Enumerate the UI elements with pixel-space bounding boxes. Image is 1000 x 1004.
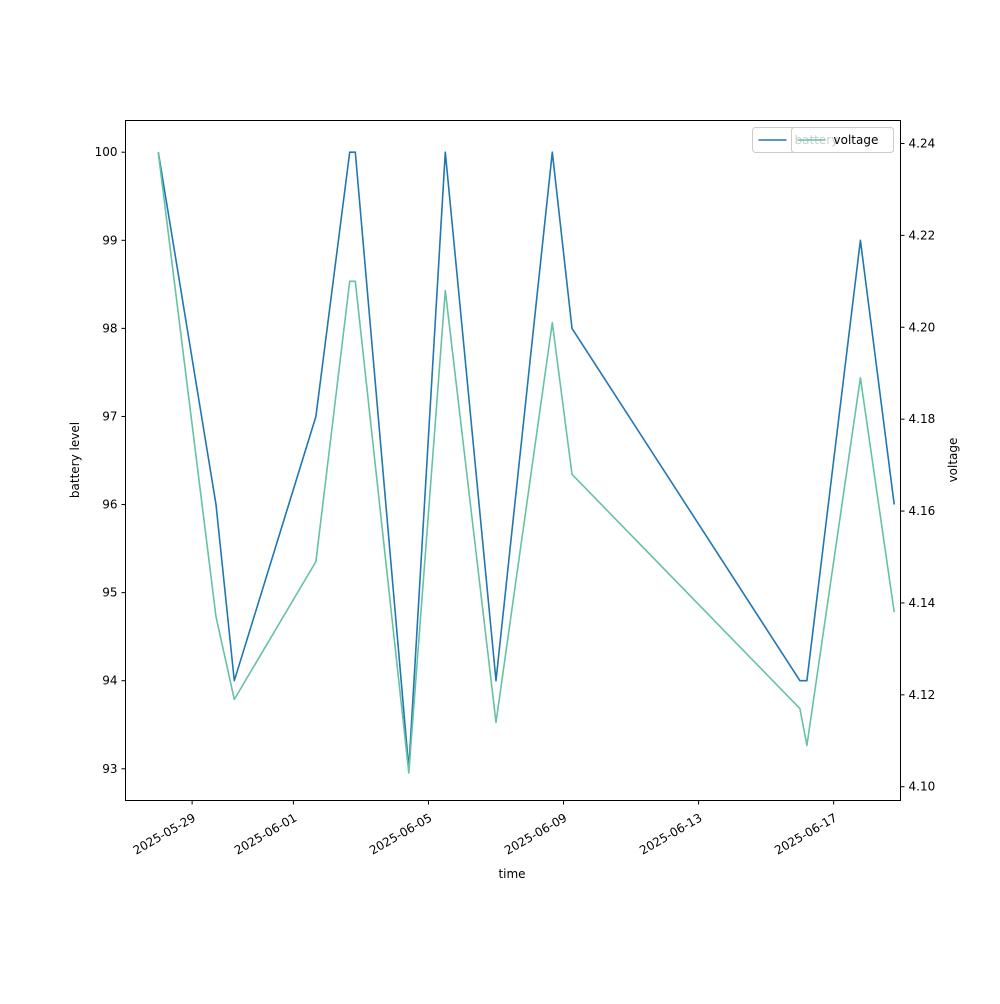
y-axis-ticks: 93 94 95 96 97 98 99 100 [95,145,126,776]
y2-tick-label: 4.22 [909,228,936,242]
legend-label-voltage: voltage [834,133,879,147]
y2-axis-ticks: 4.10 4.12 4.14 4.16 4.18 4.20 4.22 4.24 [900,136,936,794]
legend-box-voltage: voltage [791,127,894,153]
legend-frame [791,127,894,153]
series-line-battery [157,151,895,770]
axes [125,120,901,801]
y2-tick-label: 4.20 [909,320,936,334]
plot-frame [125,120,901,801]
y-axis-label: battery level [68,422,82,498]
y-tick-label: 100 [95,145,118,159]
series-lines [157,151,895,774]
y-tick-label: 94 [102,674,117,688]
x-axis-label: time [498,867,525,881]
y-tick-label: 93 [102,762,117,776]
y-tick-label: 95 [102,586,117,600]
y2-tick-label: 4.24 [909,136,936,150]
y2-tick-label: 4.12 [909,688,936,702]
y-tick-label: 96 [102,498,117,512]
y2-axis-label: voltage [946,438,960,483]
y2-tick-label: 4.14 [909,596,936,610]
y2-tick-label: 4.16 [909,504,936,518]
legend: batteryvoltage [752,127,894,153]
y2-tick-label: 4.18 [909,412,936,426]
series-line-voltage [157,152,895,774]
y2-tick-label: 4.10 [909,780,936,794]
y-tick-label: 99 [102,233,117,247]
y-tick-label: 97 [102,409,117,423]
y-tick-label: 98 [102,321,117,335]
